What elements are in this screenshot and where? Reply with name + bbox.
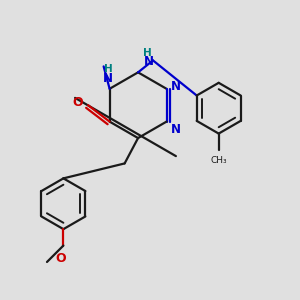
Text: N: N [171, 80, 181, 93]
Text: O: O [72, 96, 83, 109]
Text: N: N [103, 72, 113, 85]
Text: O: O [55, 252, 66, 265]
Text: CH₃: CH₃ [210, 156, 227, 165]
Text: N: N [143, 55, 153, 68]
Text: H: H [104, 64, 112, 74]
Text: H: H [143, 48, 152, 58]
Text: N: N [171, 123, 181, 136]
